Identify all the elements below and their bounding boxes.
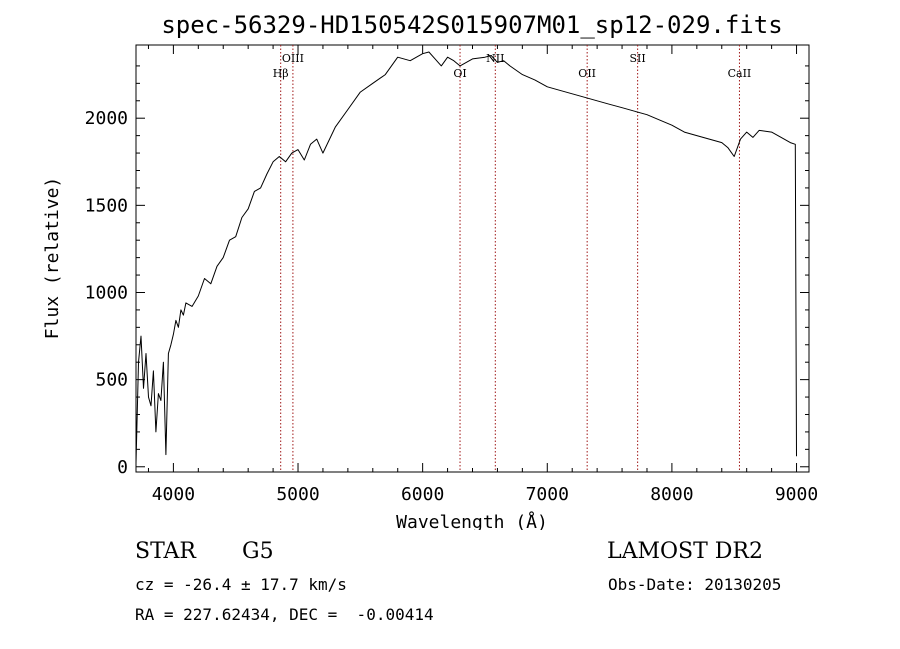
object-subclass: G5 — [242, 539, 274, 564]
y-tick-label: 1000 — [85, 282, 128, 303]
y-tick-label: 0 — [117, 457, 128, 478]
line-marker-label: SII — [630, 52, 646, 65]
x-tick-label: 4000 — [152, 484, 195, 505]
x-axis-label: Wavelength (Å) — [396, 511, 548, 530]
survey-name: LAMOST DR2 — [607, 539, 763, 564]
x-axis: 4000 5000 6000 7000 8000 9000 — [147, 45, 818, 505]
line-marker-label: OIII — [282, 52, 304, 65]
chart-title: spec-56329-HD150542S015907M01_sp12-029.f… — [161, 11, 782, 39]
redshift-info: cz = -26.4 ± 17.7 km/s — [135, 575, 347, 594]
line-marker-label: OII — [578, 67, 596, 80]
y-tick-label: 2000 — [85, 108, 128, 129]
spectrum-trace — [135, 51, 797, 464]
line-marker-label: Hβ — [273, 67, 289, 80]
x-tick-label: 7000 — [526, 484, 569, 505]
x-tick-label: 9000 — [775, 484, 818, 505]
x-tick-label: 5000 — [276, 484, 319, 505]
y-tick-label: 1500 — [85, 195, 128, 216]
line-marker-label: OI — [453, 67, 466, 80]
spectrum-chart: spec-56329-HD150542S015907M01_sp12-029.f… — [42, 11, 818, 530]
line-marker-label: NII — [486, 52, 504, 65]
x-tick-label: 8000 — [650, 484, 693, 505]
emission-line-markers: Hβ OIII OI NII OII SII CaII — [273, 45, 752, 472]
x-tick-label: 6000 — [401, 484, 444, 505]
y-tick-label: 500 — [95, 370, 128, 391]
spectrum-line — [135, 51, 797, 464]
object-class: STAR — [135, 539, 196, 564]
obs-date: Obs-Date: 20130205 — [608, 575, 782, 594]
plot-frame — [135, 44, 810, 473]
coordinates: RA = 227.62434, DEC = -0.00414 — [135, 605, 434, 624]
y-axis: 0 500 1000 1500 2000 — [85, 65, 809, 478]
line-marker-label: CaII — [728, 67, 752, 80]
y-axis-label: Flux (relative) — [42, 177, 63, 340]
